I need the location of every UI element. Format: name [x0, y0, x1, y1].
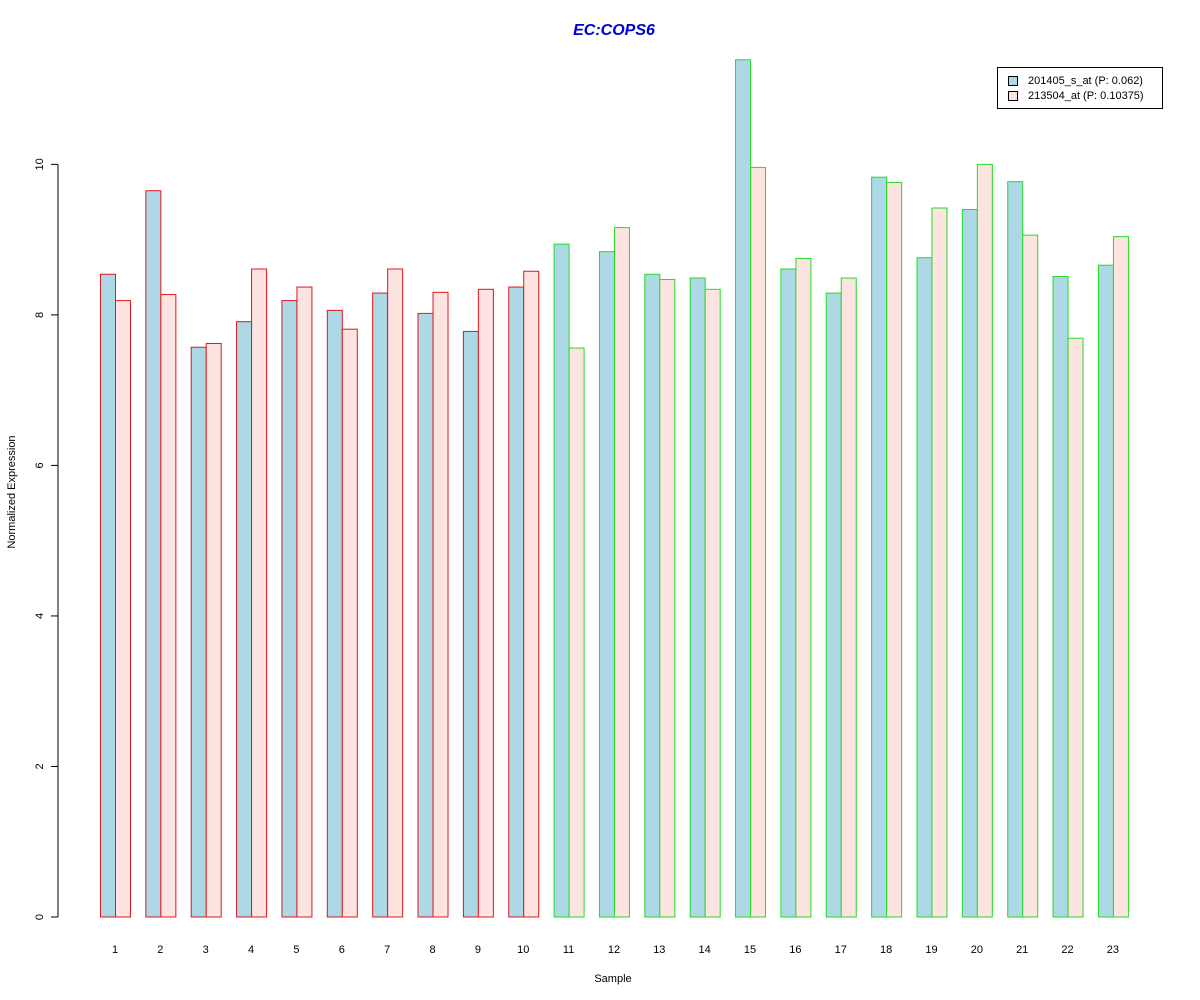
x-tick-label: 19	[925, 944, 937, 956]
y-tick-label: 6	[34, 462, 46, 468]
bar	[886, 181, 903, 918]
bar	[568, 347, 585, 918]
bar	[160, 294, 177, 918]
x-axis-label: Sample	[594, 973, 631, 985]
bar	[387, 268, 404, 918]
bar	[735, 59, 752, 918]
legend-label: 213504_at (P: 0.10375)	[1028, 90, 1144, 102]
x-tick-label: 8	[429, 944, 435, 956]
bar	[659, 279, 676, 918]
y-tick-label: 10	[34, 158, 46, 170]
bar	[598, 251, 615, 918]
y-axis-label: Normalized Expression	[6, 435, 18, 548]
x-tick-label: 10	[517, 944, 529, 956]
y-tick-label: 0	[34, 914, 46, 920]
bar	[553, 243, 570, 918]
bar	[432, 291, 449, 918]
bar	[341, 328, 358, 918]
x-tick-label: 11	[563, 944, 574, 956]
x-tick-label: 22	[1061, 944, 1073, 956]
x-tick-label: 16	[789, 944, 801, 956]
x-tick-label: 1	[112, 944, 118, 956]
bar	[1112, 236, 1129, 918]
bar	[1067, 337, 1084, 918]
bar	[689, 277, 706, 918]
bar	[251, 268, 268, 918]
legend-swatch	[1008, 91, 1018, 101]
legend-box	[997, 67, 1163, 109]
bar	[704, 288, 721, 918]
bar	[840, 277, 857, 918]
bar	[326, 309, 343, 918]
bar	[417, 312, 434, 918]
x-tick-label: 20	[971, 944, 983, 956]
x-tick-label: 12	[608, 944, 620, 956]
bar	[1007, 181, 1024, 918]
x-tick-label: 2	[157, 944, 163, 956]
x-tick-label: 17	[835, 944, 847, 956]
bar	[115, 300, 131, 918]
bar	[205, 342, 222, 918]
bar	[871, 176, 888, 918]
bar	[145, 190, 162, 918]
bar	[190, 346, 207, 918]
x-tick-label: 6	[339, 944, 345, 956]
bar	[296, 286, 313, 918]
bar	[523, 270, 540, 918]
y-tick-label: 8	[34, 312, 46, 318]
x-tick-label: 14	[699, 944, 711, 956]
bar	[372, 292, 389, 918]
x-tick-label: 4	[248, 944, 254, 956]
bar	[961, 209, 978, 918]
legend-swatch	[1008, 76, 1018, 86]
x-tick-label: 21	[1016, 944, 1028, 956]
bar	[795, 257, 812, 918]
bar	[931, 207, 948, 918]
bar	[281, 300, 298, 918]
bar	[462, 330, 479, 918]
bar	[916, 257, 933, 918]
x-tick-label: 18	[880, 944, 892, 956]
bar	[1022, 234, 1039, 918]
bar	[100, 273, 116, 918]
bar	[825, 292, 842, 918]
bar	[644, 273, 661, 918]
x-tick-label: 7	[384, 944, 390, 956]
y-tick-label: 2	[34, 763, 46, 769]
x-tick-label: 5	[293, 944, 299, 956]
bar	[1097, 264, 1114, 918]
legend-label: 201405_s_at (P: 0.062)	[1028, 75, 1143, 87]
x-tick-label: 13	[653, 944, 665, 956]
bar	[780, 268, 797, 918]
bar	[976, 163, 993, 918]
x-tick-label: 23	[1107, 944, 1119, 956]
bar	[750, 166, 767, 918]
bar	[477, 288, 494, 918]
x-tick-label: 3	[203, 944, 209, 956]
y-tick-label: 4	[34, 613, 46, 619]
bar	[236, 321, 253, 918]
bar	[1052, 276, 1069, 918]
bar	[508, 286, 525, 918]
x-tick-label: 9	[475, 944, 481, 956]
chart-title: EC:COPS6	[573, 22, 655, 39]
bar	[613, 227, 630, 918]
x-tick-label: 15	[744, 944, 756, 956]
